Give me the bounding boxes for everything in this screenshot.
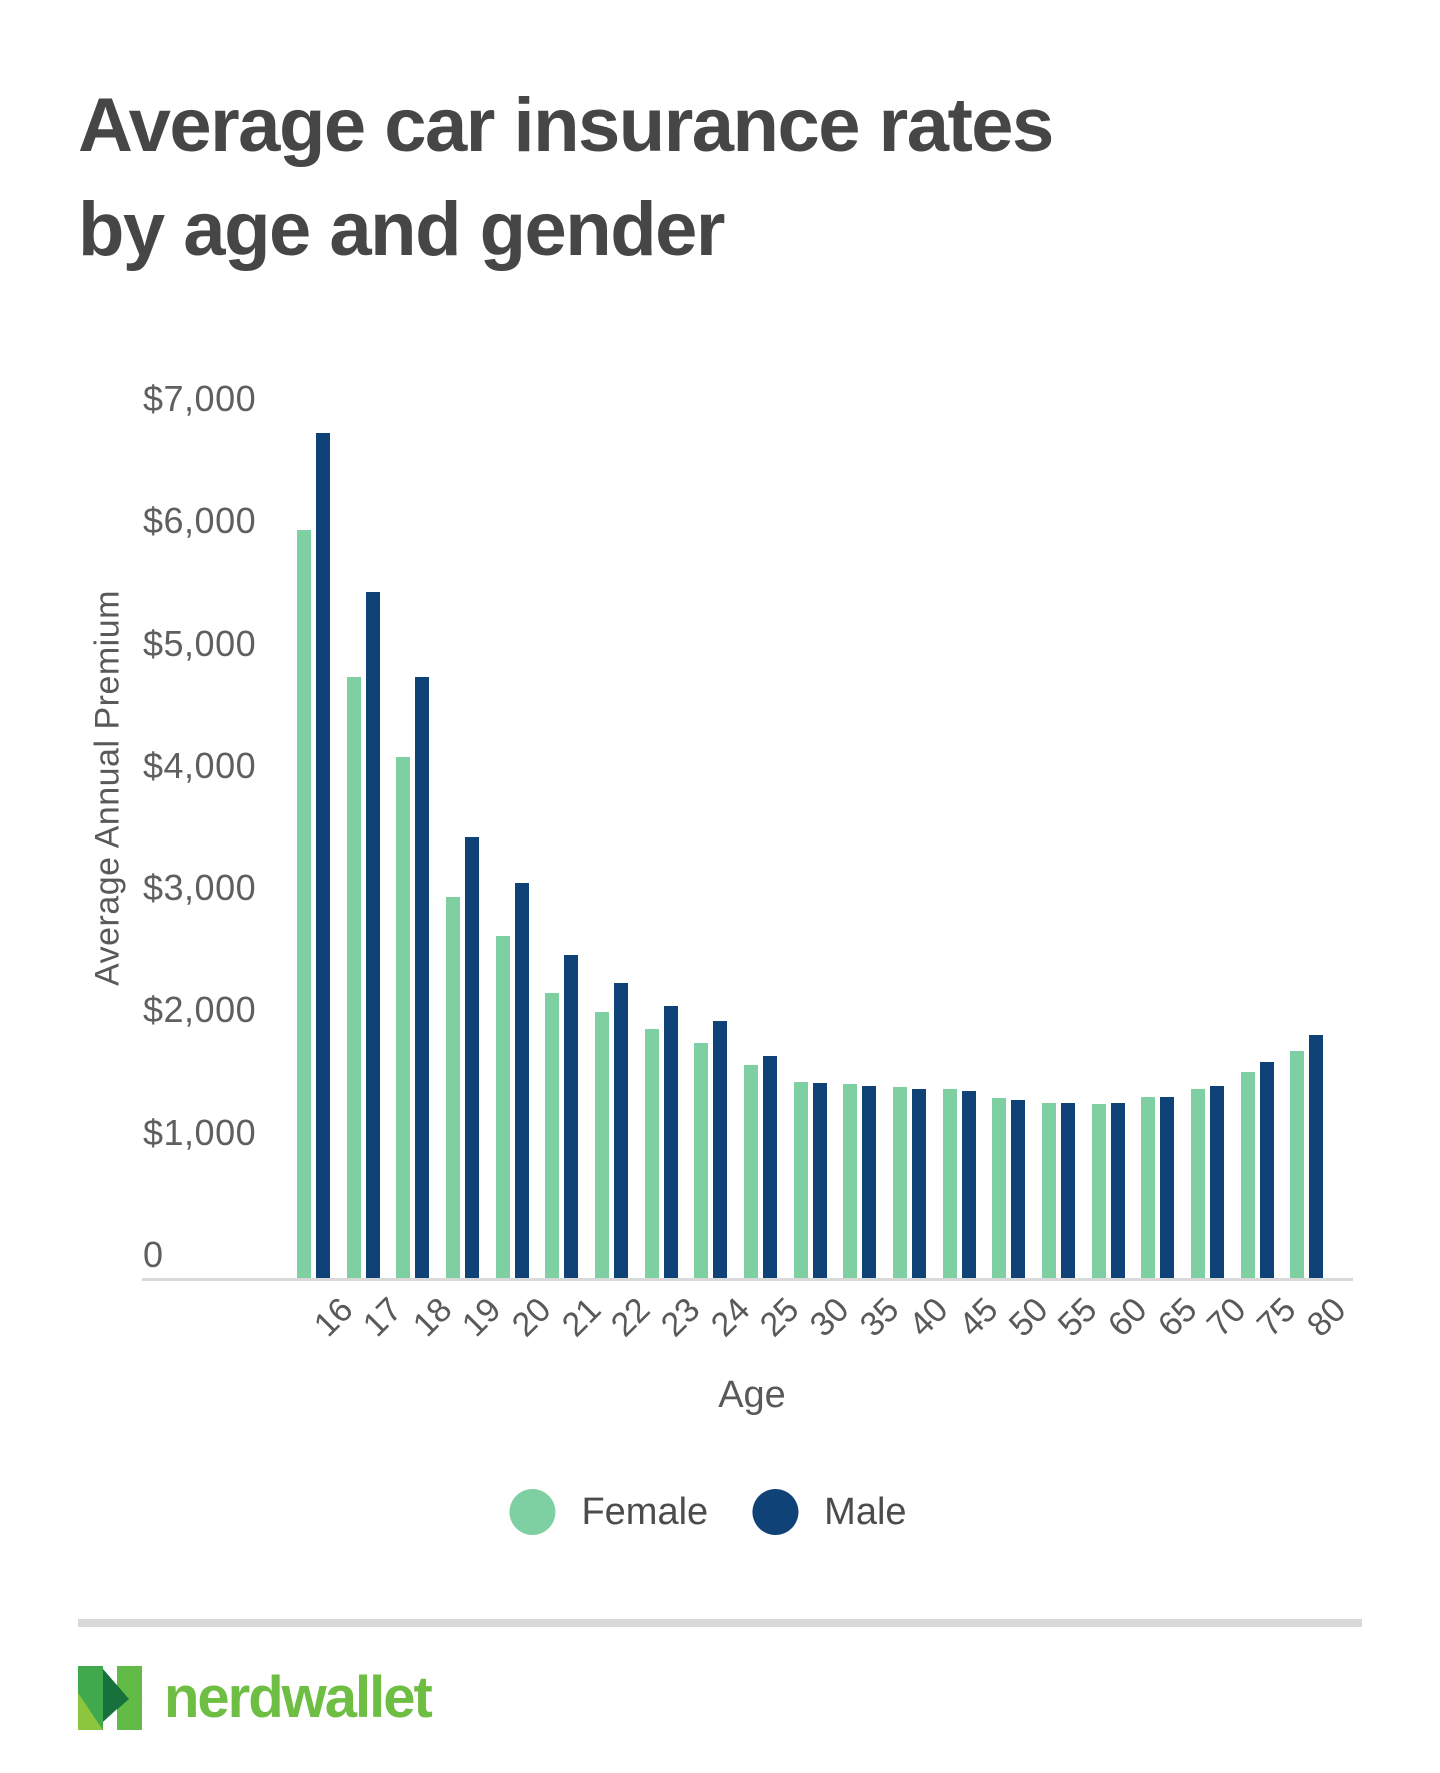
- bar-35-male: [862, 1086, 877, 1278]
- x-tick-70: 70: [1200, 1290, 1254, 1345]
- bar-23-male: [663, 1005, 678, 1278]
- bar-30-male: [812, 1083, 827, 1278]
- bar-22-female: [594, 1011, 609, 1278]
- x-tick-19: 19: [455, 1290, 509, 1345]
- x-tick-65: 65: [1150, 1290, 1205, 1345]
- bar-25-female: [743, 1065, 758, 1278]
- chart-title-line2: by age and gender: [78, 187, 726, 272]
- nerdwallet-wordmark: nerdwallet: [164, 1665, 433, 1730]
- legend-label-male: Male: [824, 1490, 907, 1533]
- x-axis-title: Age: [718, 1374, 786, 1416]
- bar-40-female: [892, 1087, 907, 1278]
- bar-18-male: [415, 677, 430, 1278]
- bar-24-female: [694, 1043, 709, 1278]
- nerdwallet-logo: nerdwallet: [78, 1665, 433, 1730]
- bar-45-female: [942, 1089, 957, 1278]
- female-swatch-icon: [509, 1489, 556, 1535]
- x-tick-40: 40: [902, 1290, 956, 1345]
- y-tick-3000: $3,000: [143, 867, 257, 909]
- chart-title-line1: Average car insurance rates: [78, 83, 1054, 168]
- bar-65-female: [1141, 1097, 1156, 1278]
- chart-title: Average car insurance rates by age and g…: [78, 74, 1378, 282]
- x-tick-25: 25: [753, 1290, 807, 1345]
- x-tick-60: 60: [1100, 1290, 1155, 1345]
- bar-35-female: [843, 1083, 858, 1278]
- y-axis-title: Average Annual Premium: [88, 590, 127, 986]
- x-tick-55: 55: [1051, 1290, 1105, 1345]
- legend-item-male: Male: [752, 1489, 907, 1535]
- x-tick-21: 21: [554, 1290, 609, 1345]
- bar-20-male: [514, 883, 529, 1278]
- y-tick-7000: $7,000: [143, 377, 257, 419]
- bar-45-male: [961, 1091, 976, 1278]
- bar-23-female: [644, 1029, 659, 1278]
- legend: Female Male: [509, 1489, 907, 1535]
- bar-80-female: [1290, 1051, 1305, 1278]
- bar-80-male: [1309, 1035, 1324, 1278]
- bar-21-male: [564, 955, 579, 1278]
- bar-17-male: [365, 591, 380, 1278]
- footer-divider: [78, 1619, 1362, 1627]
- bar-50-female: [992, 1098, 1007, 1278]
- bar-30-female: [793, 1081, 808, 1278]
- bar-55-male: [1060, 1103, 1075, 1278]
- bar-19-male: [464, 837, 479, 1278]
- x-tick-35: 35: [852, 1290, 907, 1345]
- bar-40-male: [911, 1089, 926, 1278]
- bar-60-female: [1091, 1103, 1106, 1278]
- x-tick-80: 80: [1299, 1290, 1354, 1345]
- bar-22-male: [613, 982, 628, 1278]
- bar-70-female: [1190, 1088, 1205, 1278]
- x-tick-75: 75: [1249, 1290, 1304, 1345]
- bar-70-male: [1209, 1086, 1224, 1278]
- y-tick-2000: $2,000: [143, 989, 257, 1031]
- legend-label-female: Female: [581, 1490, 709, 1533]
- nerdwallet-n-icon: [78, 1666, 142, 1730]
- x-tick-17: 17: [355, 1290, 410, 1345]
- y-tick-4000: $4,000: [143, 744, 257, 786]
- bar-24-male: [713, 1021, 728, 1278]
- bar-16-male: [316, 432, 330, 1278]
- bar-60-male: [1110, 1103, 1125, 1278]
- bar-25-male: [762, 1055, 777, 1278]
- x-tick-18: 18: [405, 1290, 460, 1345]
- male-swatch-icon: [752, 1489, 799, 1535]
- x-tick-45: 45: [951, 1290, 1006, 1345]
- x-tick-30: 30: [802, 1290, 857, 1345]
- bar-75-male: [1259, 1062, 1274, 1278]
- y-tick-5000: $5,000: [143, 622, 257, 664]
- x-tick-50: 50: [1001, 1290, 1056, 1345]
- legend-item-female: Female: [509, 1489, 708, 1535]
- bar-21-female: [545, 993, 560, 1278]
- bar-20-female: [495, 935, 510, 1278]
- x-tick-16: 16: [306, 1290, 360, 1345]
- bar-65-male: [1160, 1096, 1175, 1278]
- x-axis-line: [142, 1278, 1353, 1281]
- bar-50-male: [1011, 1099, 1026, 1278]
- x-tick-20: 20: [504, 1290, 559, 1345]
- bar-75-female: [1240, 1071, 1255, 1278]
- y-tick-1000: $1,000: [143, 1111, 257, 1153]
- bar-55-female: [1041, 1102, 1056, 1278]
- bar-17-female: [346, 677, 361, 1278]
- bar-18-female: [396, 756, 411, 1278]
- x-tick-24: 24: [703, 1290, 758, 1345]
- x-tick-23: 23: [653, 1290, 708, 1345]
- bar-19-female: [445, 896, 460, 1278]
- y-tick-0: 0: [143, 1234, 164, 1275]
- bar-16-female: [297, 530, 311, 1278]
- y-tick-6000: $6,000: [143, 500, 257, 542]
- x-tick-22: 22: [604, 1290, 658, 1345]
